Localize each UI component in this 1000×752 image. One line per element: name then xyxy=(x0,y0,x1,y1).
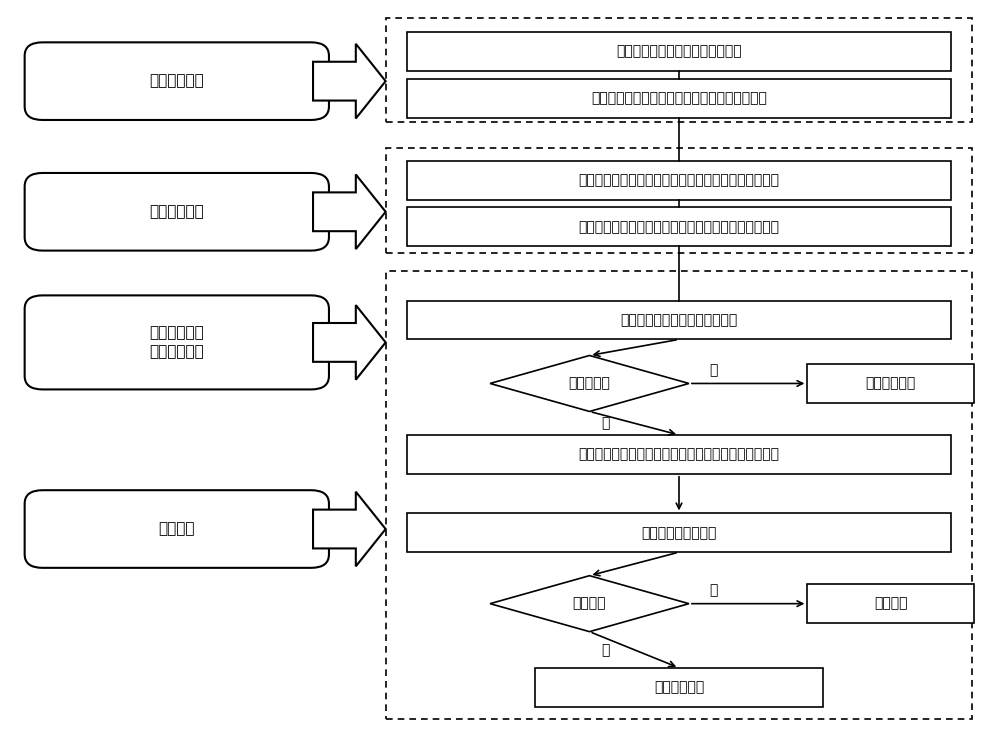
Text: 所有杆件安全: 所有杆件安全 xyxy=(866,377,916,390)
Bar xyxy=(386,148,972,253)
Text: 损伤定位结果
实时显示模块: 损伤定位结果 实时显示模块 xyxy=(149,326,204,359)
Text: 有损伤杆件: 有损伤杆件 xyxy=(569,377,610,390)
Polygon shape xyxy=(490,576,689,632)
Text: 否: 否 xyxy=(710,363,718,377)
FancyBboxPatch shape xyxy=(25,490,329,568)
Text: 更换损伤杆件: 更换损伤杆件 xyxy=(654,681,704,694)
Polygon shape xyxy=(313,174,386,249)
Text: 是: 是 xyxy=(601,643,610,656)
Polygon shape xyxy=(313,492,386,566)
Bar xyxy=(535,668,823,707)
Bar xyxy=(407,32,951,71)
Text: 采用无损检测等局部的物理检测方法再次检测损伤杆件: 采用无损检测等局部的物理检测方法再次检测损伤杆件 xyxy=(579,447,780,462)
Text: 杆件损伤定位结果实时显示模块: 杆件损伤定位结果实时显示模块 xyxy=(620,313,738,327)
FancyBboxPatch shape xyxy=(25,296,329,390)
Text: 损伤严重: 损伤严重 xyxy=(573,596,606,611)
Bar xyxy=(407,435,951,474)
Text: 调用数据采集模块中损伤前的信号和过去５分钟的信号: 调用数据采集模块中损伤前的信号和过去５分钟的信号 xyxy=(579,174,780,187)
Text: 数据采集模块: 数据采集模块 xyxy=(149,74,204,89)
Text: 采集并在计算机中储存桁架结构损伤前后的信号: 采集并在计算机中储存桁架结构损伤前后的信号 xyxy=(591,91,767,105)
Bar xyxy=(807,364,974,403)
Bar xyxy=(407,301,951,339)
Bar xyxy=(407,161,951,200)
Bar xyxy=(807,584,974,623)
FancyBboxPatch shape xyxy=(25,173,329,250)
Text: 损伤杆件的损伤程度: 损伤杆件的损伤程度 xyxy=(641,526,717,540)
Text: 在相关测点安装双向加速度传感器: 在相关测点安装双向加速度传感器 xyxy=(616,44,742,59)
Text: 基于本发明方法每５分钟分析信号一次以实时定位损伤: 基于本发明方法每５分钟分析信号一次以实时定位损伤 xyxy=(579,220,780,234)
Bar xyxy=(386,271,972,720)
Text: 计算分析模块: 计算分析模块 xyxy=(149,205,204,220)
Text: 是: 是 xyxy=(601,416,610,430)
Polygon shape xyxy=(313,44,386,119)
Text: 决策模块: 决策模块 xyxy=(159,522,195,536)
Bar xyxy=(407,208,951,246)
Bar xyxy=(386,18,972,123)
Polygon shape xyxy=(490,356,689,411)
Bar xyxy=(407,79,951,118)
Text: 维修加固: 维修加固 xyxy=(874,596,908,611)
Text: 否: 否 xyxy=(710,584,718,597)
Polygon shape xyxy=(313,305,386,380)
FancyBboxPatch shape xyxy=(25,42,329,120)
Bar xyxy=(407,514,951,552)
